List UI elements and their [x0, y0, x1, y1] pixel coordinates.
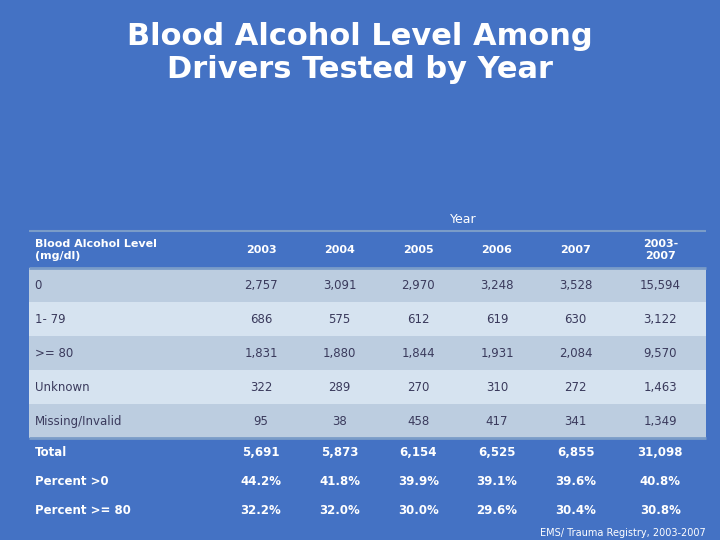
Text: 2,084: 2,084 [559, 347, 593, 360]
Text: Year: Year [450, 213, 477, 226]
Text: 6,855: 6,855 [557, 446, 595, 459]
Text: 6,154: 6,154 [400, 446, 437, 459]
Bar [29, 268, 706, 302]
Text: 30.0%: 30.0% [398, 504, 438, 517]
Text: 15,594: 15,594 [640, 279, 681, 292]
Text: 289: 289 [328, 381, 351, 394]
Text: 1,844: 1,844 [402, 347, 435, 360]
Text: 619: 619 [486, 313, 508, 326]
Text: Blood Alcohol Level Among
Drivers Tested by Year: Blood Alcohol Level Among Drivers Tested… [127, 22, 593, 84]
Text: Unknown: Unknown [35, 381, 89, 394]
Text: 0: 0 [35, 279, 42, 292]
Text: 341: 341 [564, 415, 587, 428]
Text: 612: 612 [407, 313, 430, 326]
Text: Blood Alcohol Level
(mg/dl): Blood Alcohol Level (mg/dl) [35, 239, 156, 260]
Text: 1,349: 1,349 [644, 415, 678, 428]
Text: 3,528: 3,528 [559, 279, 593, 292]
Text: Percent >= 80: Percent >= 80 [35, 504, 130, 517]
Text: 9,570: 9,570 [644, 347, 677, 360]
Bar [29, 404, 706, 438]
Text: 630: 630 [564, 313, 587, 326]
Text: Total: Total [35, 446, 67, 459]
Text: 3,122: 3,122 [644, 313, 678, 326]
Text: 32.2%: 32.2% [240, 504, 282, 517]
Text: EMS/ Trauma Registry, 2003-2007: EMS/ Trauma Registry, 2003-2007 [540, 528, 706, 537]
Text: 39.1%: 39.1% [477, 475, 518, 488]
Text: 3,091: 3,091 [323, 279, 356, 292]
Bar [29, 336, 706, 370]
Text: 31,098: 31,098 [638, 446, 683, 459]
Text: 458: 458 [408, 415, 429, 428]
Text: 2,757: 2,757 [244, 279, 278, 292]
Text: 29.6%: 29.6% [477, 504, 518, 517]
Text: 686: 686 [250, 313, 272, 326]
Text: 270: 270 [408, 381, 430, 394]
Text: >= 80: >= 80 [35, 347, 73, 360]
Text: 44.2%: 44.2% [240, 475, 282, 488]
Text: 1- 79: 1- 79 [35, 313, 66, 326]
Text: Missing/Invalid: Missing/Invalid [35, 415, 122, 428]
Text: 5,691: 5,691 [242, 446, 279, 459]
Text: 40.8%: 40.8% [640, 475, 681, 488]
Text: 38: 38 [333, 415, 347, 428]
Text: 6,525: 6,525 [478, 446, 516, 459]
Text: 1,931: 1,931 [480, 347, 514, 360]
Text: 2004: 2004 [324, 245, 355, 255]
Text: Percent >0: Percent >0 [35, 475, 108, 488]
Text: 2005: 2005 [403, 245, 433, 255]
Text: 1,831: 1,831 [244, 347, 278, 360]
Text: 5,873: 5,873 [321, 446, 359, 459]
Text: 1,880: 1,880 [323, 347, 356, 360]
Text: 417: 417 [486, 415, 508, 428]
Text: 272: 272 [564, 381, 587, 394]
Bar [29, 302, 706, 336]
Text: 32.0%: 32.0% [319, 504, 360, 517]
Text: 2003: 2003 [246, 245, 276, 255]
Text: 41.8%: 41.8% [319, 475, 360, 488]
Text: 95: 95 [253, 415, 269, 428]
Text: 2007: 2007 [560, 245, 591, 255]
Text: 1,463: 1,463 [644, 381, 678, 394]
Text: 2006: 2006 [482, 245, 513, 255]
Text: 310: 310 [486, 381, 508, 394]
Text: 575: 575 [328, 313, 351, 326]
Text: 3,248: 3,248 [480, 279, 514, 292]
Text: 2003-
2007: 2003- 2007 [643, 239, 678, 260]
Text: 30.8%: 30.8% [640, 504, 681, 517]
Text: 39.9%: 39.9% [398, 475, 439, 488]
Text: 30.4%: 30.4% [555, 504, 596, 517]
Text: 39.6%: 39.6% [555, 475, 596, 488]
Text: 322: 322 [250, 381, 272, 394]
Text: 2,970: 2,970 [402, 279, 435, 292]
Bar [29, 370, 706, 404]
